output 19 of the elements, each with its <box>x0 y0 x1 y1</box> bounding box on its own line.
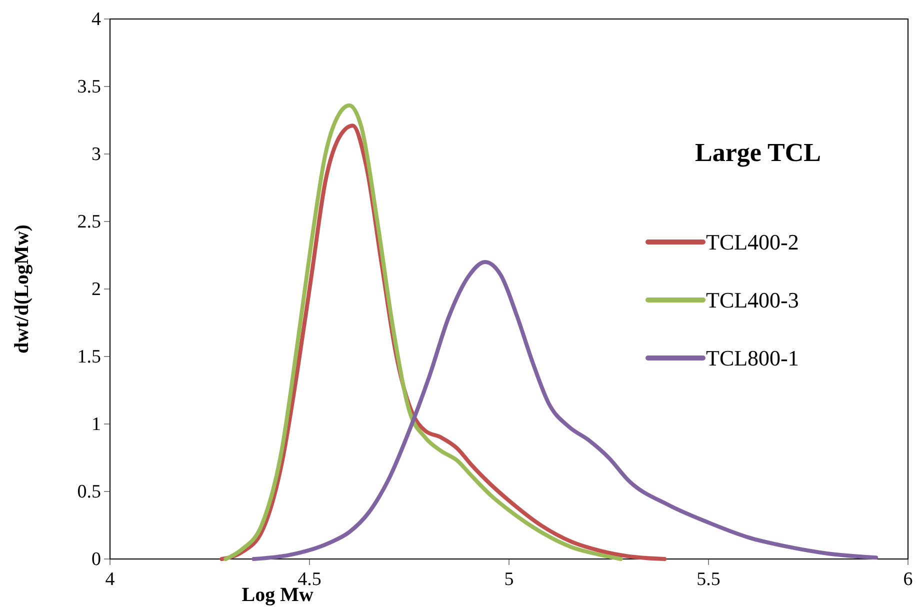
y-tick-label: 2 <box>92 279 101 300</box>
line-series <box>252 260 878 561</box>
y-tick-label: 3 <box>92 144 101 166</box>
x-tick-label: 6 <box>903 569 913 590</box>
x-tick-label: 5.5 <box>696 569 720 590</box>
y-axis-title: dwt/d(LogMw) <box>11 224 33 354</box>
y-tick-label: 0 <box>92 549 101 570</box>
legend-label: TCL800-1 <box>706 346 799 371</box>
y-tick-label: 1.5 <box>77 346 101 368</box>
legend-label: TCL400-3 <box>706 288 799 313</box>
y-tick-label: 1 <box>92 414 101 436</box>
legend-label: TCL400-2 <box>706 230 799 255</box>
x-tick-label: 4 <box>105 569 116 590</box>
y-tick-label: 3.5 <box>77 76 101 98</box>
y-tick-label: 4 <box>92 9 102 30</box>
x-tick-label: 5 <box>504 569 514 590</box>
y-tick-label: 2.5 <box>77 212 101 233</box>
text: Large TCL <box>695 138 821 167</box>
y-tick-label: 0.5 <box>77 482 101 503</box>
